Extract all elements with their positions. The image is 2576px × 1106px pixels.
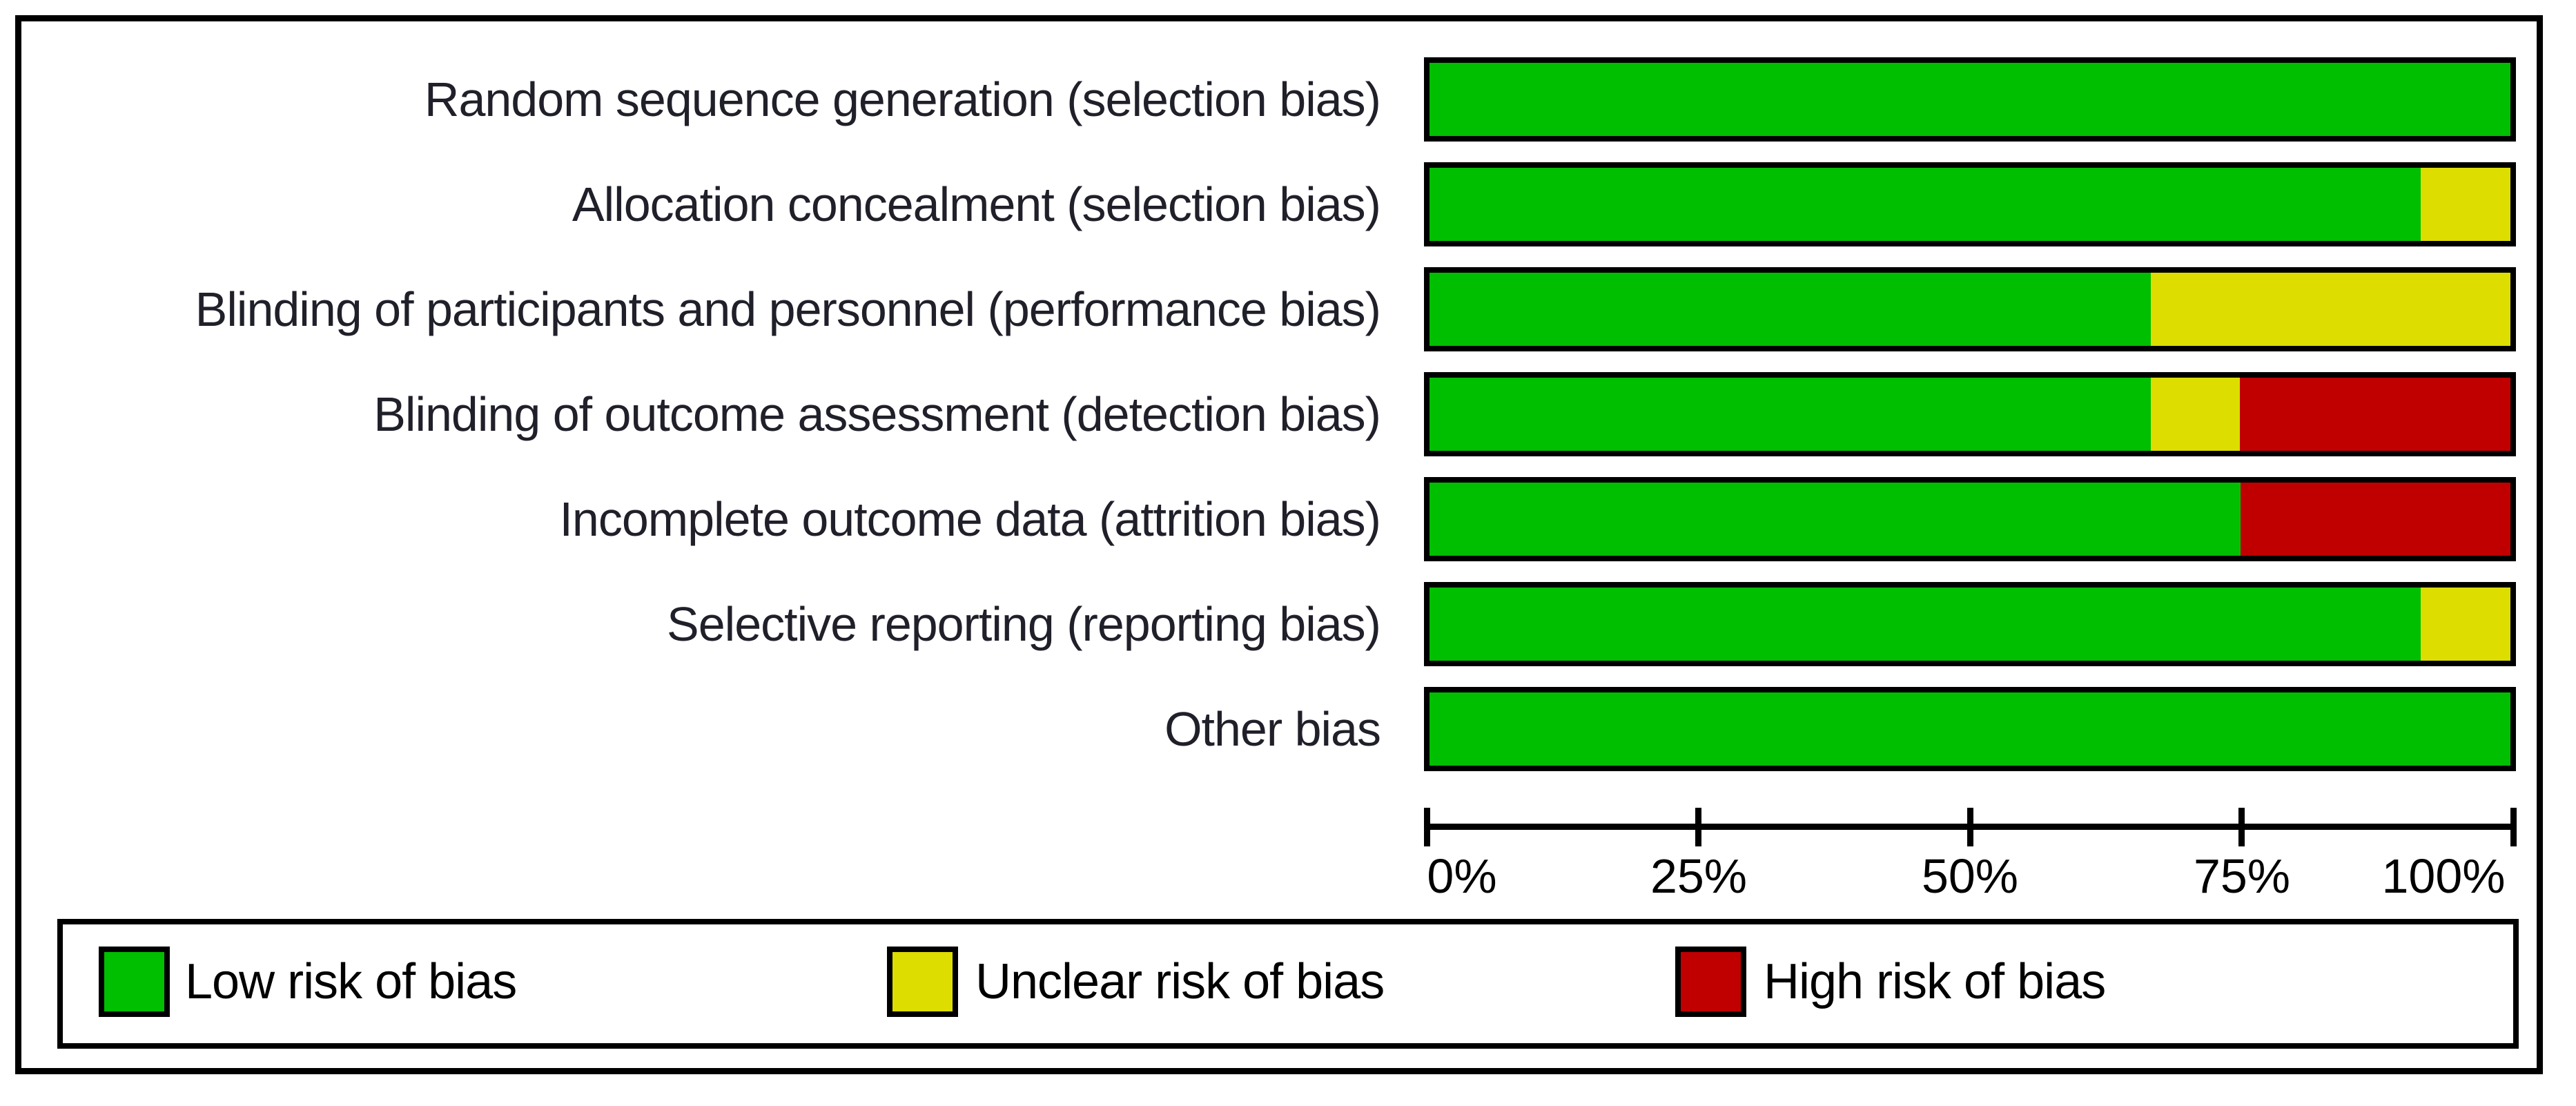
row-label: Incomplete outcome data (attrition bias) [559,492,1381,546]
legend-swatch-unclear [887,947,958,1017]
legend-swatch-low [99,947,170,1017]
bar [1424,267,2516,351]
legend-label: Unclear risk of bias [975,954,1385,1009]
x-axis-tick [1967,808,1973,846]
bar [1424,477,2516,561]
bar [1424,162,2516,246]
bar [1424,57,2516,142]
chart-outer-frame [15,15,2543,1074]
row-label: Blinding of outcome assessment (detectio… [373,387,1381,441]
bar [1424,687,2516,771]
x-axis-tick-label: 25% [1650,849,1748,903]
bar-segment-low [1430,483,2241,556]
legend-label: Low risk of bias [185,954,517,1009]
bar [1424,372,2516,456]
x-axis-tick-label: 75% [2193,849,2291,903]
bar-segment-low [1430,273,2151,346]
legend-label: High risk of bias [1764,954,2106,1009]
bar [1424,582,2516,666]
row-label: Selective reporting (reporting bias) [667,597,1381,651]
row-label: Allocation concealment (selection bias) [572,177,1381,231]
x-axis-tick [1695,808,1701,846]
legend-swatch-high [1675,947,1746,1017]
bar-segment-unclear [2150,378,2241,451]
row-label: Blinding of participants and personnel (… [195,282,1381,336]
bar-segment-low [1430,692,2510,766]
bar-segment-unclear [2421,588,2510,661]
legend-box [57,919,2519,1049]
bar-segment-low [1430,378,2151,451]
bar-segment-low [1430,63,2510,136]
x-axis-tick [1424,808,1430,846]
bar-segment-low [1430,168,2421,241]
x-axis-tick-label: 0% [1427,849,1497,903]
x-axis-tick-label: 50% [1921,849,2019,903]
x-axis-tick-label: 100% [2381,849,2506,903]
bar-segment-unclear [2150,273,2510,346]
bar-segment-low [1430,588,2421,661]
row-label: Other bias [1164,702,1381,756]
bar-segment-high [2240,378,2510,451]
x-axis-tick [2238,808,2245,846]
row-label: Random sequence generation (selection bi… [424,72,1381,126]
bar-segment-unclear [2421,168,2510,241]
x-axis-tick [2510,808,2517,846]
bar-segment-high [2240,483,2510,556]
